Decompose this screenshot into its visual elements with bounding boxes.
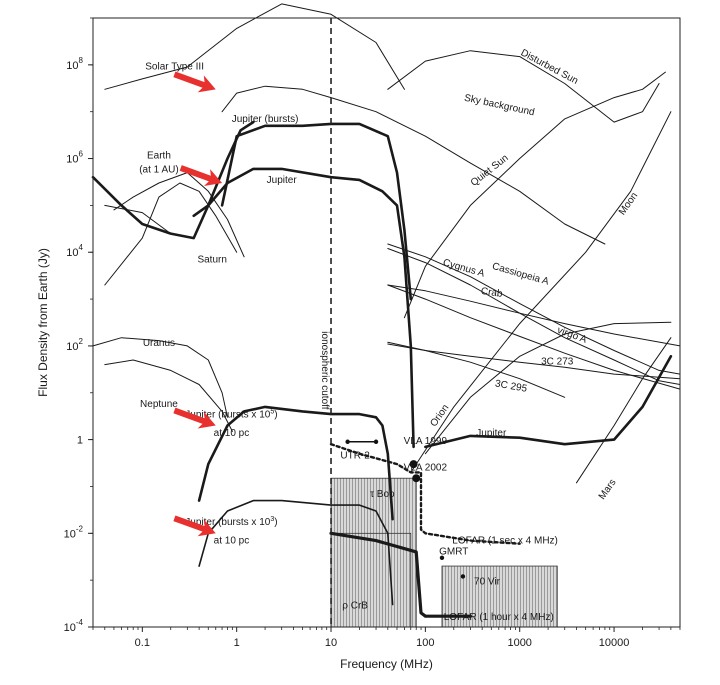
y-tick-label-3: 102 — [66, 337, 83, 353]
label-earth-16: Earth — [147, 151, 171, 162]
series-mars-13 — [576, 337, 672, 484]
series-moon-4 — [410, 111, 672, 473]
instrument-vla-1999-point-0 — [409, 460, 418, 469]
series-cygnus-a-6 — [387, 248, 681, 385]
label-jupiter-bursts-x-10-23: Jupiter (bursts x 103) — [185, 516, 277, 528]
y-tick-label-5: 106 — [66, 150, 83, 166]
series-saturn-19 — [104, 182, 238, 286]
instrument-unnamed-point-0 — [460, 574, 466, 579]
series-neptune-21 — [104, 359, 233, 432]
label-at-10-pc-24: at 10 pc — [214, 536, 250, 547]
label-jupiter-15: Jupiter — [267, 175, 298, 186]
x-axis-title: Frequency (MHz) — [340, 657, 433, 671]
label-crb-32: ρ CrB — [342, 600, 368, 611]
series-jupiter-bursts-x-10-5-at-10-pc-22 — [197, 405, 394, 521]
instrument-utr-2-point-1 — [373, 439, 379, 444]
arrows-layer — [173, 71, 223, 537]
instruments-layer — [345, 439, 466, 579]
label-saturn-18: Saturn — [197, 255, 226, 266]
series-quiet-sun-3 — [403, 71, 666, 319]
label-moon-4: Moon — [617, 191, 640, 218]
regions-layer — [330, 477, 558, 628]
y-tick-label-2: 1 — [77, 435, 83, 447]
series-3c-295-10 — [387, 341, 566, 398]
label-uranus-19: Uranus — [143, 338, 175, 349]
plot-frame — [92, 17, 681, 628]
x-tick-label-0: 0.1 — [135, 637, 150, 649]
ionospheric-cutoff-label: ionospheric cutoff — [319, 331, 330, 409]
series-disturbed-sun-1 — [387, 50, 660, 123]
series-lofar-1-sec-x-4-mhz-24 — [329, 443, 521, 545]
label-lofar-1-hour-x-4-mhz-33: LOFAR (1 hour x 4 MHz) — [444, 612, 554, 623]
label-gmrt-30: GMRT — [439, 547, 468, 558]
label-lofar-1-sec-x-4-mhz-29: LOFAR (1 sec x 4 MHz) — [452, 536, 558, 547]
label-jupiter-bursts-14: Jupiter (bursts) — [232, 114, 299, 125]
label-3c-273-9: 3C 273 — [541, 357, 574, 368]
y-axis-title: Flux Density from Earth (Jy) — [36, 248, 50, 397]
x-tick-label-1: 1 — [234, 637, 240, 649]
series-jupiter-15 — [192, 167, 415, 449]
y-tick-label-4: 104 — [66, 243, 83, 259]
series-jupiter-bursts-14 — [220, 122, 413, 301]
highlight-arrow-0 — [173, 71, 216, 93]
highlight-arrow-2 — [173, 407, 216, 429]
ticks-layer: 0.1 1 10 100 1000 10000 10-4 10-2 1 102 104 106 108 — [64, 17, 681, 649]
label-utr-2-25: UTR-2 — [340, 450, 370, 461]
label-boo-28: τ Boo — [370, 489, 395, 500]
region-crb — [330, 532, 412, 628]
label-jupiter-12: Jupiter — [476, 428, 507, 439]
series-lofar-1-hour-x-4-mhz-25 — [329, 531, 472, 618]
label-at-10-pc-22: at 10 pc — [214, 428, 250, 439]
label-solar-type-iii-0: Solar Type III — [145, 61, 204, 72]
label-neptune-20: Neptune — [140, 399, 178, 410]
label-sky-background-2: Sky background — [463, 93, 535, 119]
label-quiet-sun-3: Quiet Sun — [469, 153, 511, 189]
y-tick-label-1: 10-2 — [64, 524, 84, 540]
instrument-utr-2-point-0 — [345, 439, 350, 444]
label-disturbed-sun-1: Disturbed Sun — [519, 47, 580, 86]
y-tick-label-6: 108 — [66, 56, 83, 72]
label-jupiter-bursts-x-10-21: Jupiter (bursts x 105) — [185, 408, 277, 420]
series-unnamed-18 — [104, 204, 195, 239]
y-tick-label-0: 10-4 — [64, 618, 84, 634]
series-crab-7 — [387, 284, 681, 347]
x-tick-label-5: 10000 — [599, 637, 630, 649]
x-tick-label-4: 1000 — [507, 637, 531, 649]
series-uranus-20 — [92, 337, 228, 418]
series-solar-type-iii-0 — [104, 3, 405, 90]
series-jupiter-bursts-x-10-5-at-10-pc-23 — [198, 499, 394, 606]
label-70-vir-31: 70 Vir — [474, 577, 501, 588]
label-at-1-au-17: (at 1 AU) — [139, 165, 178, 176]
instrument-gmrt-point-0 — [439, 555, 445, 561]
label-cassiopeia-a-5: Cassiopeia A — [491, 261, 550, 288]
axes-layer — [92, 17, 681, 628]
series-sky-background-2 — [221, 85, 606, 245]
label-crab-7: Crab — [480, 286, 503, 300]
series-unnamed-17 — [91, 120, 255, 240]
label-mars-13: Mars — [597, 477, 619, 502]
x-tick-label-2: 10 — [325, 637, 337, 649]
label-cygnus-a-6: Cygnus A — [442, 257, 486, 279]
series-jupiter-12 — [424, 354, 673, 449]
instrument-vla-2002-point-0 — [412, 474, 421, 483]
highlight-arrow-1 — [179, 165, 223, 187]
label-vla-2002-27: VLA 2002 — [404, 462, 448, 473]
series-layer — [91, 3, 681, 618]
label-vla-1999-26: VLA 1999 — [404, 436, 448, 447]
label-3c-295-10: 3C 295 — [494, 378, 528, 395]
series-orion-11 — [424, 321, 672, 455]
series-cassiopeia-a-5 — [387, 243, 681, 375]
x-tick-label-3: 100 — [416, 637, 434, 649]
series-virgo-a-8 — [387, 284, 681, 390]
highlight-arrow-3 — [173, 515, 216, 537]
